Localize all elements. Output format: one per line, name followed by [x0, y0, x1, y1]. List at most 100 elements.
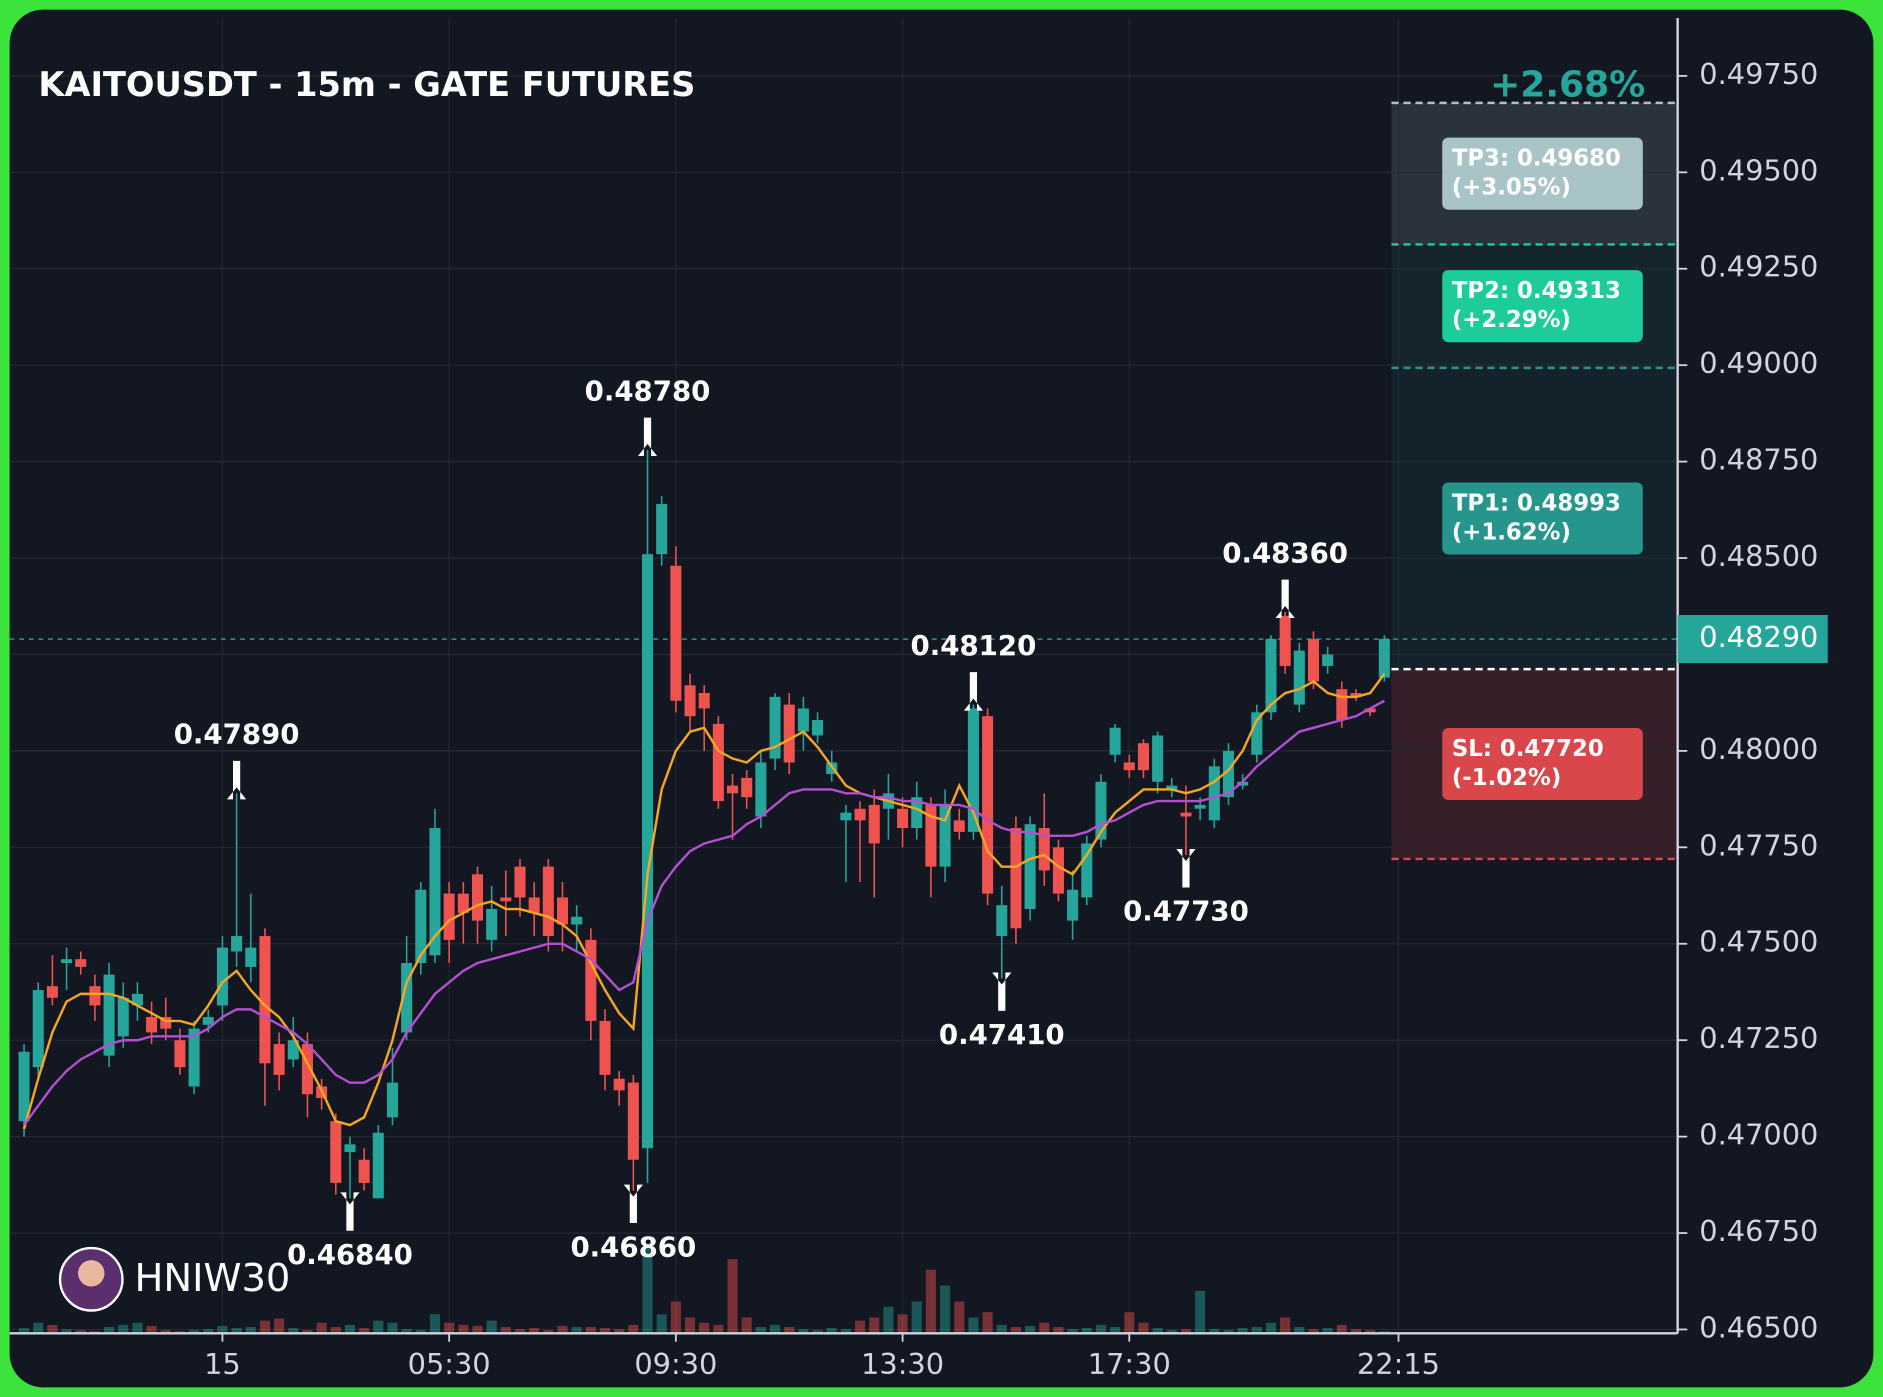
volume-bar	[316, 1322, 327, 1334]
volume-bar	[925, 1269, 936, 1334]
volume-bar	[514, 1329, 526, 1334]
volume-bar	[1265, 1322, 1277, 1334]
volume-bar	[585, 1326, 596, 1334]
level-pct: (-1.02%)	[1452, 765, 1561, 791]
candle-body	[571, 916, 583, 925]
candle-body	[401, 963, 413, 1033]
level-label: TP3: 0.49680	[1452, 146, 1621, 172]
volume-bar	[344, 1324, 356, 1334]
candle-body	[117, 997, 129, 1037]
candle-body	[301, 1044, 313, 1095]
volume-bar	[557, 1325, 568, 1334]
candle-body	[89, 986, 101, 1006]
volume-bar	[727, 1259, 738, 1334]
candle-body	[1109, 727, 1121, 755]
candle-body	[160, 1017, 172, 1029]
volume-bar	[996, 1324, 1007, 1334]
volume-bar	[940, 1285, 951, 1334]
volume-bar	[231, 1328, 242, 1334]
candle-body	[868, 804, 880, 844]
candle-body	[599, 1020, 611, 1075]
candle-body	[641, 554, 654, 1149]
volume-bar	[812, 1330, 823, 1334]
candle-body	[415, 889, 427, 964]
annotation-arrow	[623, 1184, 643, 1224]
candle-body	[967, 708, 979, 832]
volume-bar	[656, 1314, 667, 1334]
candle-body	[1052, 847, 1064, 894]
candle-body	[1152, 735, 1164, 782]
volume-bar	[160, 1330, 171, 1334]
volume-bar	[1294, 1326, 1305, 1334]
volume-bar	[429, 1314, 441, 1334]
volume-bar	[415, 1330, 426, 1334]
candle-body	[656, 504, 668, 555]
candle-body	[783, 704, 795, 763]
annotation-arrow	[992, 972, 1012, 1011]
annotation-arrow	[1176, 849, 1196, 888]
candle-body	[471, 874, 484, 921]
candle-body	[1293, 650, 1305, 705]
volume-bar	[1166, 1330, 1177, 1334]
annotation-arrow	[963, 672, 984, 711]
level-pct: (+2.29%)	[1452, 307, 1571, 333]
candle-body	[939, 804, 951, 867]
candle-body	[18, 1051, 30, 1122]
candle-body	[231, 936, 243, 952]
volume-bar	[1067, 1329, 1078, 1334]
annotation-label: 0.48780	[585, 374, 711, 407]
volume-bar	[741, 1317, 752, 1334]
volume-bar	[684, 1317, 696, 1334]
volume-bar	[755, 1326, 766, 1334]
candle-body	[131, 993, 143, 1006]
volume-bar	[1251, 1326, 1262, 1334]
candle-body	[1166, 785, 1178, 790]
volume-bar	[75, 1330, 86, 1334]
volume-bar	[529, 1328, 540, 1334]
volume-bar	[628, 1324, 639, 1334]
volume-bar	[1180, 1329, 1192, 1334]
candle-body	[996, 905, 1008, 937]
volume-bar	[118, 1324, 129, 1334]
candle-body	[769, 696, 781, 759]
level-pct: (+3.05%)	[1452, 175, 1571, 201]
candle-body	[1322, 654, 1334, 667]
candle-body	[1081, 843, 1093, 898]
candle-body	[273, 1044, 285, 1075]
volume-bar	[1280, 1317, 1291, 1334]
candle-body	[712, 723, 724, 802]
volume-bar	[798, 1329, 809, 1334]
candle-body	[1336, 689, 1348, 721]
candle-body	[1364, 708, 1376, 713]
y-tick-label: 0.46750	[1699, 1214, 1818, 1248]
volume-bar	[330, 1326, 341, 1334]
candle-body	[542, 866, 554, 937]
level-box	[1442, 727, 1643, 801]
x-tick-label: 17:30	[1088, 1347, 1171, 1381]
candle-body	[486, 909, 498, 940]
volume-bar	[132, 1322, 143, 1334]
x-tick-label: 15	[204, 1347, 241, 1381]
volume-bar	[146, 1325, 157, 1334]
volume-bar	[47, 1324, 58, 1334]
volume-bar	[1053, 1326, 1064, 1334]
x-tick-label: 05:30	[408, 1347, 491, 1381]
candle-body	[46, 986, 58, 998]
volume-bar	[189, 1330, 200, 1334]
annotation-arrow	[340, 1192, 360, 1231]
candle-body	[585, 939, 597, 1021]
volume-bar	[826, 1328, 837, 1334]
volume-bar	[1322, 1328, 1333, 1334]
candle-body	[911, 797, 923, 829]
last-price-label: 0.48290	[1699, 620, 1818, 654]
volume-bar	[670, 1301, 681, 1334]
candle-body	[854, 808, 866, 821]
volume-bar	[259, 1320, 270, 1334]
volume-bar	[1081, 1328, 1092, 1334]
candle-body	[386, 1082, 398, 1118]
candle-body	[146, 1017, 158, 1033]
volume-bar	[599, 1328, 611, 1334]
annotation-label: 0.47890	[174, 718, 300, 751]
candle-body	[1180, 812, 1192, 817]
y-tick-label: 0.49250	[1699, 250, 1818, 284]
